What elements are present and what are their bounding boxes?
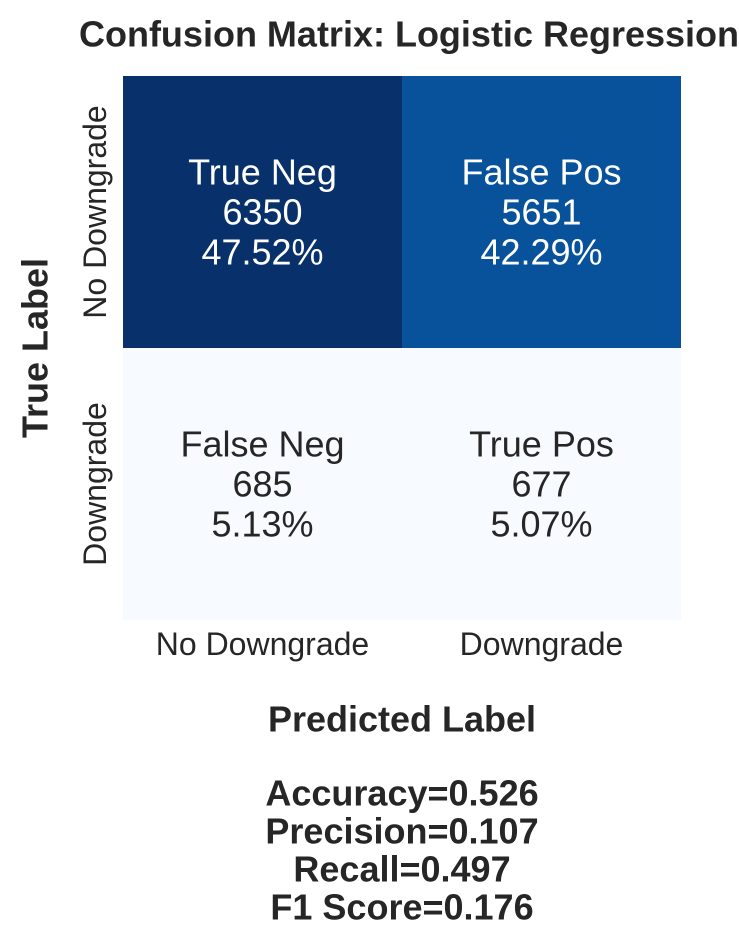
y-tick-label: Downgrade — [77, 402, 113, 566]
x-tick-label: Downgrade — [460, 626, 624, 662]
metric-line: Precision=0.107 — [265, 811, 538, 852]
x-axis-label: Predicted Label — [268, 699, 536, 740]
cell-count-label: 6350 — [222, 192, 302, 233]
cell-name-label: False Pos — [461, 152, 621, 193]
heatmap-cell — [402, 348, 681, 620]
metric-line: Accuracy=0.526 — [265, 773, 538, 814]
cell-percent-label: 5.13% — [211, 504, 313, 545]
metrics-block: Accuracy=0.526Precision=0.107Recall=0.49… — [265, 773, 538, 928]
cell-count-label: 677 — [511, 464, 571, 505]
cell-percent-label: 47.52% — [201, 232, 323, 273]
heatmap-cell — [123, 348, 402, 620]
cell-name-label: True Pos — [469, 424, 614, 465]
cell-percent-label: 5.07% — [490, 504, 592, 545]
y-axis-label: True Label — [15, 258, 56, 438]
chart-title: Confusion Matrix: Logistic Regression — [79, 14, 739, 55]
x-tick-label: No Downgrade — [156, 626, 369, 662]
metric-line: F1 Score=0.176 — [270, 887, 533, 928]
heatmap-cell — [402, 76, 681, 348]
cell-percent-label: 42.29% — [480, 232, 602, 273]
y-tick-label: No Downgrade — [77, 105, 113, 318]
cell-count-label: 685 — [232, 464, 292, 505]
cell-name-label: True Neg — [188, 152, 337, 193]
heatmap-cell — [123, 76, 402, 348]
cell-name-label: False Neg — [180, 424, 344, 465]
cell-count-label: 5651 — [501, 192, 581, 233]
metric-line: Recall=0.497 — [293, 849, 510, 890]
y-tick-labels: No Downgrade Downgrade — [77, 105, 113, 566]
x-tick-labels: No Downgrade Downgrade — [156, 626, 624, 662]
